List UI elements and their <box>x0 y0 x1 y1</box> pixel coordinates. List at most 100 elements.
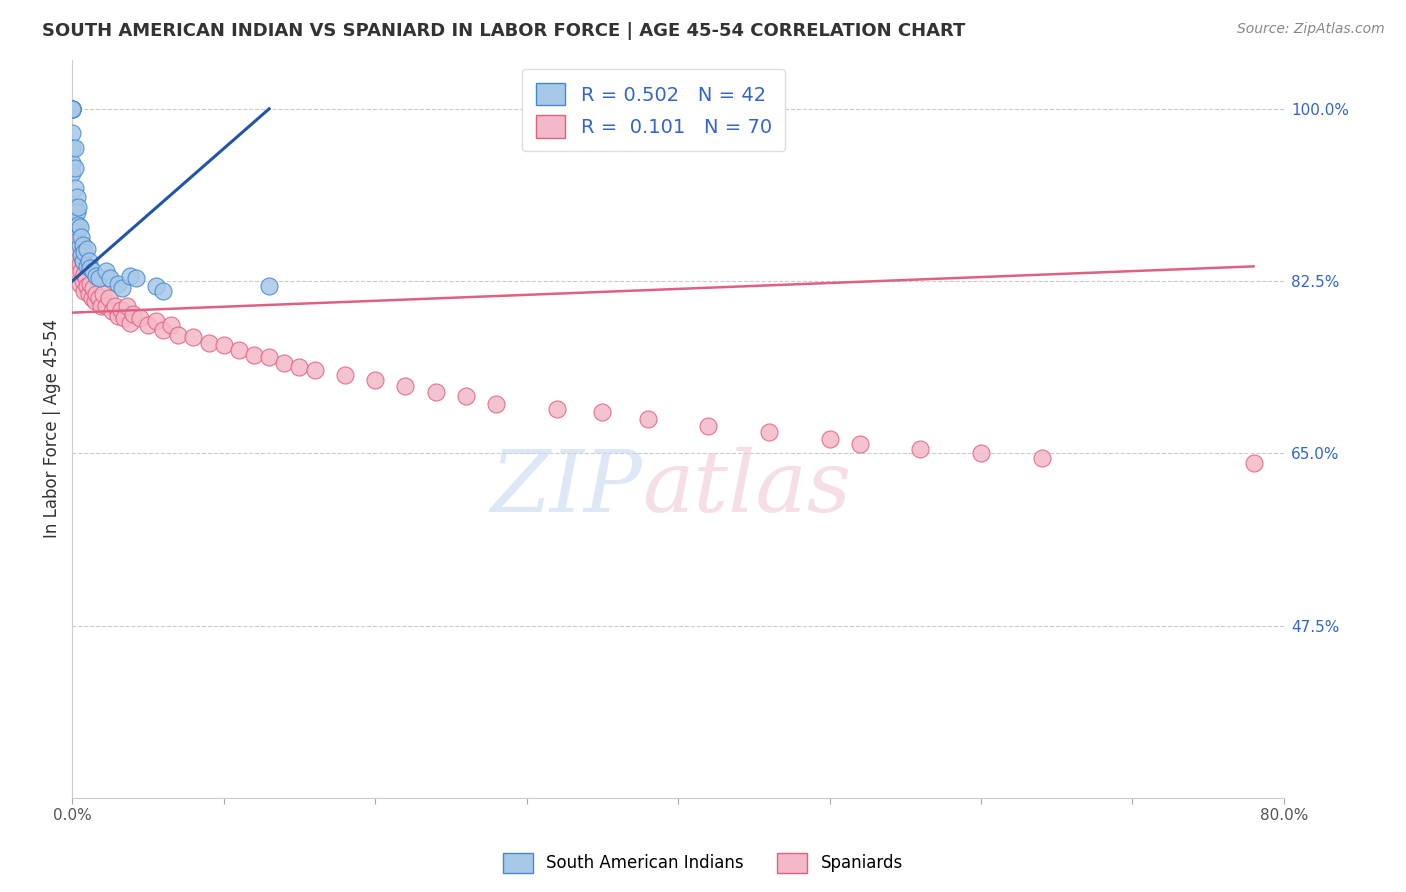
Point <box>66 250 89 264</box>
Point <box>65 200 87 214</box>
Point <box>115 299 138 313</box>
Point <box>86 269 108 284</box>
Point <box>82 281 104 295</box>
Point <box>72 237 94 252</box>
Point <box>94 299 117 313</box>
Point <box>364 373 387 387</box>
Point <box>77 287 100 301</box>
Point <box>77 254 100 268</box>
Point <box>73 284 96 298</box>
Point <box>72 254 94 268</box>
Point <box>273 356 295 370</box>
Point <box>159 318 181 333</box>
Point <box>107 277 129 291</box>
Point <box>104 299 127 313</box>
Point <box>333 368 356 382</box>
Point <box>60 156 83 170</box>
Point <box>228 343 250 357</box>
Point <box>60 141 83 155</box>
Point <box>60 261 83 276</box>
Legend: South American Indians, Spaniards: South American Indians, Spaniards <box>496 847 910 880</box>
Point <box>86 287 108 301</box>
Point <box>257 279 280 293</box>
Point <box>65 161 87 175</box>
Point <box>60 166 83 180</box>
Point <box>697 418 720 433</box>
Point <box>73 244 96 259</box>
Point <box>76 260 98 274</box>
Point <box>60 127 83 141</box>
Point <box>167 328 190 343</box>
Point <box>76 242 98 256</box>
Point <box>910 442 932 456</box>
Point <box>121 307 143 321</box>
Point <box>591 405 613 419</box>
Point <box>82 264 104 278</box>
Point <box>118 269 141 284</box>
Point <box>98 271 121 285</box>
Point <box>454 389 477 403</box>
Point <box>65 237 87 252</box>
Point <box>125 271 148 285</box>
Point <box>637 412 659 426</box>
Point <box>288 359 311 374</box>
Point <box>60 102 83 116</box>
Point <box>65 180 87 194</box>
Point <box>111 281 134 295</box>
Point <box>1031 451 1053 466</box>
Point <box>425 385 447 400</box>
Point <box>70 230 93 244</box>
Point <box>66 190 89 204</box>
Point <box>94 264 117 278</box>
Point <box>60 200 83 214</box>
Point <box>197 336 219 351</box>
Point <box>758 425 780 439</box>
Point <box>849 436 872 450</box>
Point <box>76 279 98 293</box>
Point <box>243 348 266 362</box>
Point <box>97 291 120 305</box>
Point <box>60 102 83 116</box>
Point <box>257 350 280 364</box>
Point <box>80 291 103 305</box>
Point <box>91 287 114 301</box>
Point <box>67 242 90 256</box>
Point <box>107 309 129 323</box>
Point <box>118 317 141 331</box>
Text: atlas: atlas <box>641 447 851 529</box>
Point <box>70 247 93 261</box>
Point <box>66 205 89 219</box>
Point <box>129 310 152 325</box>
Legend: R = 0.502   N = 42, R =  0.101   N = 70: R = 0.502 N = 42, R = 0.101 N = 70 <box>522 70 786 151</box>
Point <box>112 310 135 325</box>
Point <box>65 141 87 155</box>
Point <box>304 363 326 377</box>
Point <box>66 230 89 244</box>
Point <box>152 284 174 298</box>
Point <box>67 200 90 214</box>
Point <box>136 318 159 333</box>
Point <box>60 102 83 116</box>
Text: SOUTH AMERICAN INDIAN VS SPANIARD IN LABOR FORCE | AGE 45-54 CORRELATION CHART: SOUTH AMERICAN INDIAN VS SPANIARD IN LAB… <box>42 22 966 40</box>
Point <box>79 261 101 276</box>
Point <box>69 277 91 291</box>
Point <box>73 267 96 281</box>
Point <box>75 271 97 285</box>
Point <box>60 102 83 116</box>
Point <box>79 277 101 291</box>
Point <box>183 330 205 344</box>
Point <box>65 218 87 232</box>
Point <box>485 397 508 411</box>
Point <box>66 219 89 234</box>
Text: Source: ZipAtlas.com: Source: ZipAtlas.com <box>1237 22 1385 37</box>
Point <box>60 219 83 234</box>
Point <box>60 230 83 244</box>
Point <box>60 102 83 116</box>
Point <box>67 218 90 232</box>
Point <box>69 219 91 234</box>
Point <box>69 257 91 271</box>
Point <box>145 313 167 327</box>
Point <box>60 102 83 116</box>
Point <box>546 402 568 417</box>
Point <box>84 293 107 308</box>
